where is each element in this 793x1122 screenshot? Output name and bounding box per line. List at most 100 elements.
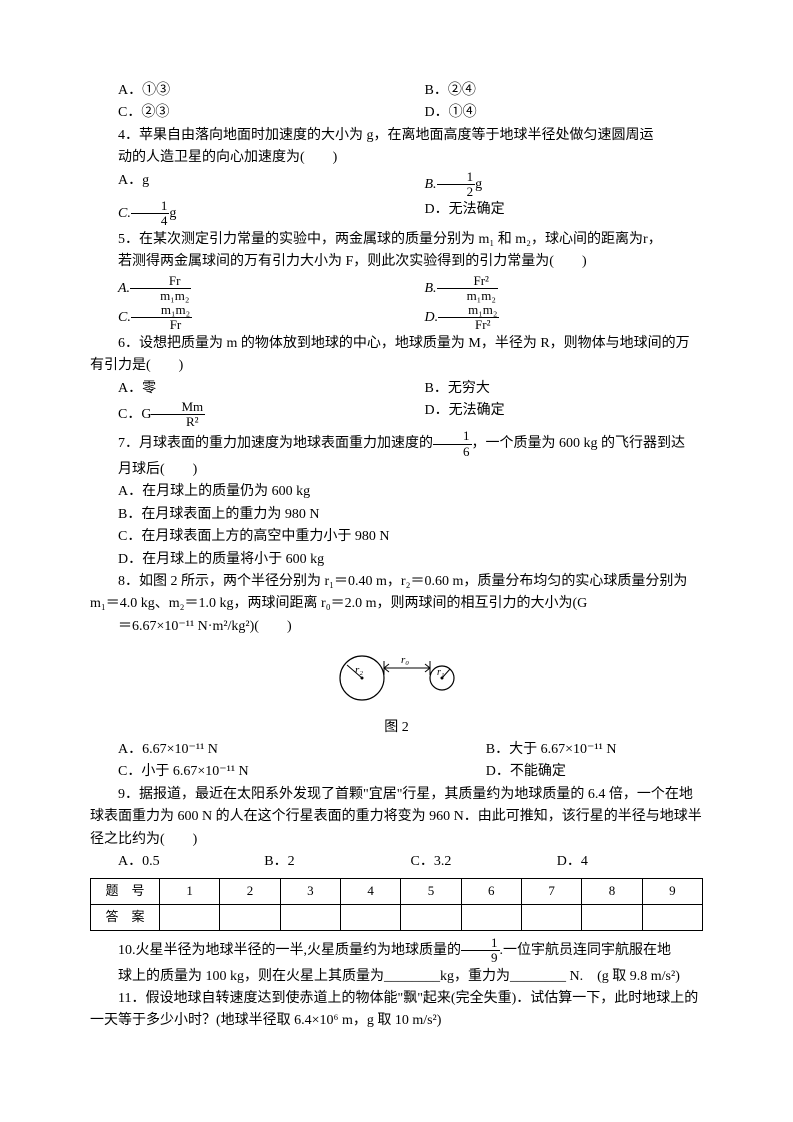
q7-stem-pre: 7．月球表面的重力加速度为地球表面重力加速度的	[118, 437, 433, 452]
q9-option-D: D．4	[557, 851, 703, 873]
col-8: 8	[582, 879, 642, 905]
q8-caption: 图 2	[90, 717, 703, 739]
q4-C-den: 4	[131, 214, 170, 228]
header-answer-label: 答 案	[91, 905, 160, 931]
q7-stem-line2: 月球后( )	[90, 459, 703, 481]
q4-number: 4．	[118, 128, 139, 143]
q4-B-prefix: B.	[425, 177, 437, 192]
q4-stem-line1: 4．苹果自由落向地面时加速度的大小为 g，在离地面高度等于地球半径处做匀速圆周运	[90, 125, 703, 147]
q7-option-C: C．在月球表面上方的高空中重力小于 980 N	[90, 526, 703, 548]
q8-option-B: B．大于 6.67×10⁻¹¹ N	[458, 739, 703, 761]
col-2: 2	[220, 879, 280, 905]
col-3: 3	[280, 879, 340, 905]
q7-option-D: D．在月球上的质量将小于 600 kg	[90, 549, 703, 571]
q10-frac-num: 1	[461, 936, 500, 951]
ans-4	[340, 905, 400, 931]
q8-option-D: D．不能确定	[458, 761, 703, 783]
q4-stem-text: 苹果自由落向地面时加速度的大小为 g，在离地面高度等于地球半径处做匀速圆周运	[139, 128, 654, 143]
q5-number: 5．	[118, 232, 139, 247]
q7-option-B: B．在月球表面上的重力为 980 N	[90, 504, 703, 526]
q4-B-suffix: g	[475, 177, 482, 192]
ans-9	[642, 905, 702, 931]
two-spheres-diagram: r₂ r₁ r₀	[317, 643, 477, 703]
q5-D-prefix: D.	[425, 310, 439, 325]
q5-option-D: D.m₁m₂Fr²	[397, 303, 704, 333]
col-9: 9	[642, 879, 702, 905]
q5-C-frac: m₁m₂Fr	[131, 303, 192, 333]
q6-option-A: A．零	[90, 378, 397, 400]
q4-options-row1: A．g B.12g	[90, 170, 703, 200]
q3-option-D: D．①④	[397, 102, 704, 124]
q4-option-C: C.14g	[90, 199, 397, 229]
q4-B-num: 1	[437, 170, 476, 185]
q10-frac: 19	[461, 936, 500, 966]
q5-D-frac: m₁m₂Fr²	[438, 303, 499, 333]
q8-options-row2: C．小于 6.67×10⁻¹¹ N D．不能确定	[90, 761, 703, 783]
q5-stem-line2: 若测得两金属球间的万有引力大小为 F，则此次实验得到的引力常量为( )	[90, 251, 703, 273]
q5-B-den: m₁m₂	[437, 289, 498, 303]
q5-C-den: Fr	[131, 318, 192, 332]
col-7: 7	[521, 879, 581, 905]
q8-options-row1: A．6.67×10⁻¹¹ N B．大于 6.67×10⁻¹¹ N	[90, 739, 703, 761]
q8-stem: 8．如图 2 所示，两个半径分别为 r₁＝0.40 m，r₂＝0.60 m，质量…	[90, 571, 703, 616]
q9-option-A: A．0.5	[118, 851, 264, 873]
q10-line1: 10.火星半径为地球半径的一半,火星质量约为地球质量的19.一位宇航员连同宇航服…	[90, 936, 703, 966]
col-1: 1	[160, 879, 220, 905]
q4-C-num: 1	[131, 199, 170, 214]
q10-line2: 球上的质量为 100 kg，则在火星上其质量为________kg，重力为___…	[90, 966, 703, 988]
q6-options-row2: C．GMmR² D．无法确定	[90, 400, 703, 430]
q5-A-prefix: A.	[118, 281, 130, 296]
q3-option-B: B．②④	[397, 80, 704, 102]
q6-stem: 6．设想把质量为 m 的物体放到地球的中心，地球质量为 M，半径为 R，则物体与…	[90, 333, 703, 378]
ans-7	[521, 905, 581, 931]
q5-D-den: Fr²	[438, 318, 499, 332]
q7-stem-line1: 7．月球表面的重力加速度为地球表面重力加速度的16，一个质量为 600 kg 的…	[90, 429, 703, 459]
q10-frac-den: 9	[461, 951, 500, 965]
q5-A-frac: Frm₁m₂	[130, 274, 191, 304]
q5-A-num: Fr	[130, 274, 191, 289]
ans-1	[160, 905, 220, 931]
q4-options-row2: C.14g D．无法确定	[90, 199, 703, 229]
q6-C-frac: MmR²	[151, 400, 205, 430]
q5-C-prefix: C.	[118, 310, 131, 325]
header-question-label: 题 号	[91, 879, 160, 905]
table-header-row: 题 号 1 2 3 4 5 6 7 8 9	[91, 879, 703, 905]
q3-options-row2: C．②③ D．①④	[90, 102, 703, 124]
q5-options-row1: A.Frm₁m₂ B.Fr²m₁m₂	[90, 274, 703, 304]
q3-option-C: C．②③	[90, 102, 397, 124]
q10-post: .一位宇航员连同宇航服在地	[500, 943, 672, 958]
q5-B-num: Fr²	[437, 274, 498, 289]
q4-B-frac: 12	[437, 170, 476, 200]
q4-stem-line2: 动的人造卫星的向心加速度为( )	[90, 147, 703, 169]
ans-5	[401, 905, 461, 931]
col-4: 4	[340, 879, 400, 905]
q5-option-A: A.Frm₁m₂	[90, 274, 397, 304]
q4-C-suffix: g	[169, 206, 176, 221]
q4-C-prefix: C.	[118, 206, 131, 221]
q5-C-num: m₁m₂	[131, 303, 192, 318]
q6-option-B: B．无穷大	[397, 378, 704, 400]
label-r0: r₀	[401, 654, 409, 666]
q8-option-A: A．6.67×10⁻¹¹ N	[90, 739, 458, 761]
page-content: A．①③ B．②④ C．②③ D．①④ 4．苹果自由落向地面时加速度的大小为 g…	[0, 0, 793, 1073]
q6-option-D: D．无法确定	[397, 400, 704, 430]
q5-stem-line1: 5．在某次测定引力常量的实验中，两金属球的质量分别为 m₁ 和 m₂，球心间的距…	[90, 229, 703, 251]
q6-option-C: C．GMmR²	[90, 400, 397, 430]
q7-frac-den: 6	[433, 445, 472, 459]
q5-option-C: C.m₁m₂Fr	[90, 303, 397, 333]
q5-A-den: m₁m₂	[130, 289, 191, 303]
answer-table: 题 号 1 2 3 4 5 6 7 8 9 答 案	[90, 878, 703, 931]
q8-option-C: C．小于 6.67×10⁻¹¹ N	[90, 761, 458, 783]
q4-B-den: 2	[437, 185, 476, 199]
q6-C-num: Mm	[151, 400, 205, 415]
label-r2: r₂	[355, 664, 363, 676]
q7-stem-post: ，一个质量为 600 kg 的飞行器到达	[472, 437, 686, 452]
q9-stem: 9．据报道，最近在太阳系外发现了首颗"宜居"行星，其质量约为地球质量的 6.4 …	[90, 784, 703, 851]
col-5: 5	[401, 879, 461, 905]
q7-frac: 16	[433, 429, 472, 459]
col-6: 6	[461, 879, 521, 905]
label-r1: r₁	[437, 667, 444, 678]
q5-D-num: m₁m₂	[438, 303, 499, 318]
q4-option-D: D．无法确定	[397, 199, 704, 229]
q10-pre: 10.火星半径为地球半径的一半,火星质量约为地球质量的	[118, 943, 461, 958]
